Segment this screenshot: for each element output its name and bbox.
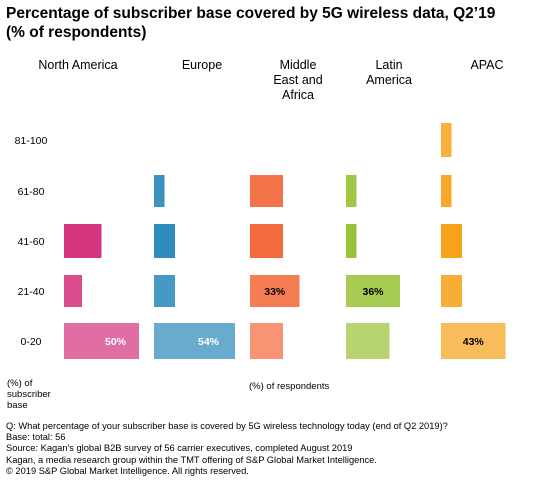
panel-header-north-america: North America	[38, 58, 117, 72]
chart-title-line1: Percentage of subscriber base covered by…	[6, 5, 496, 22]
bar-europe-0-20	[154, 323, 235, 359]
bar-apac-0-20	[441, 323, 506, 359]
chart-title-line2: (% of respondents)	[6, 24, 147, 41]
tick-label-81-100: 81-100	[15, 135, 48, 147]
footer-source: Source: Kagan's global B2B survey of 56 …	[6, 443, 353, 454]
chart-title: Percentage of subscriber base covered by…	[6, 4, 532, 42]
footer-copyright: © 2019 S&P Global Market Intelligence. A…	[6, 465, 249, 476]
footer-kagan: Kagan, a media research group within the…	[6, 454, 377, 465]
bar-latin-america-41-60	[346, 224, 357, 258]
x-axis-title: (%) of respondents	[249, 381, 330, 392]
bar-europe-41-60	[154, 224, 175, 258]
tick-label-41-60: 41-60	[18, 236, 45, 248]
bar-north-america-0-20	[64, 323, 139, 359]
bar-europe-61-80	[154, 175, 165, 207]
panel-header-apac: APAC	[470, 58, 503, 72]
bar-latin-america-21-40	[346, 275, 400, 307]
bar-north-america-21-40	[64, 275, 82, 307]
data-label-middle-east-and-africa-21-40: 33%	[264, 286, 286, 298]
tick-label-21-40: 21-40	[18, 286, 45, 298]
chart-footer: Q: What percentage of your subscriber ba…	[6, 421, 534, 477]
bar-latin-america-61-80	[346, 175, 357, 207]
panel-header-europe: Europe	[182, 58, 222, 72]
bar-latin-america-0-20	[346, 323, 390, 359]
tick-label-0-20: 0-20	[20, 336, 41, 348]
bar-middle-east-and-africa-0-20	[250, 323, 283, 359]
bar-apac-81-100	[441, 123, 452, 157]
bar-middle-east-and-africa-21-40	[250, 275, 300, 307]
bar-middle-east-and-africa-41-60	[250, 224, 283, 258]
panel-header-latin-america: Latin America	[366, 58, 412, 87]
footer-base: Base: total: 56	[6, 432, 66, 443]
panel-header-middle-east-and-africa: Middle East and Africa	[273, 58, 322, 102]
bar-apac-21-40	[441, 275, 462, 307]
data-label-latin-america-21-40: 36%	[362, 286, 384, 298]
bar-europe-21-40	[154, 275, 175, 307]
bar-apac-41-60	[441, 224, 462, 258]
bar-apac-61-80	[441, 175, 452, 207]
data-label-north-america-0-20: 50%	[105, 336, 127, 348]
bar-north-america-41-60	[64, 224, 102, 258]
tick-label-61-80: 61-80	[18, 186, 45, 198]
footer-question: Q: What percentage of your subscriber ba…	[6, 421, 448, 431]
data-label-europe-0-20: 54%	[198, 336, 220, 348]
y-axis-title: (%) of subscriber base	[7, 378, 51, 411]
bar-middle-east-and-africa-61-80	[250, 175, 283, 207]
data-label-apac-0-20: 43%	[463, 336, 485, 348]
